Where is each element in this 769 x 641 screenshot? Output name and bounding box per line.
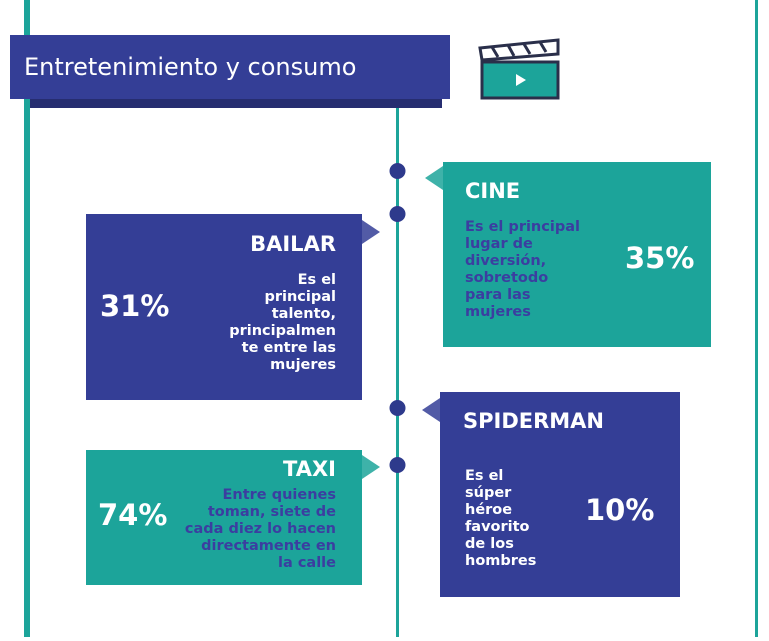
- card-description: cada diez lo hacen: [185, 521, 336, 537]
- card-description: mujeres: [270, 357, 336, 373]
- card-pointer: [362, 455, 380, 479]
- card-description: Es el: [465, 468, 503, 484]
- timeline-dot: [389, 163, 406, 179]
- card-description: favorito: [465, 519, 530, 535]
- card-description: súper: [465, 485, 512, 501]
- timeline-dot: [389, 206, 406, 222]
- card: [86, 214, 362, 400]
- card-percent: 10%: [585, 493, 654, 527]
- right-rule: [755, 0, 758, 637]
- card-description: héroe: [465, 502, 512, 518]
- card-description: Es el principal: [465, 219, 580, 235]
- card-description: lugar de: [465, 236, 533, 252]
- card-description: talento,: [272, 306, 336, 322]
- card-description: Es el: [298, 272, 336, 288]
- card-percent: 35%: [625, 241, 694, 275]
- card: [86, 450, 362, 585]
- card-description: para las: [465, 287, 531, 303]
- card-percent: 74%: [98, 498, 167, 532]
- card-pointer: [362, 220, 380, 244]
- timeline: [396, 95, 399, 637]
- card-title: SPIDERMAN: [463, 409, 604, 433]
- card-description: te entre las: [242, 340, 336, 356]
- card-percent: 31%: [100, 289, 169, 323]
- card-title: BAILAR: [250, 232, 336, 256]
- card-description: de los: [465, 536, 514, 552]
- card-description: principal: [264, 289, 336, 305]
- card-description: Entre quienes: [223, 487, 337, 503]
- card: [440, 392, 680, 597]
- card-description: hombres: [465, 553, 536, 569]
- card-title: TAXI: [283, 457, 336, 481]
- card-description: principalmen: [229, 323, 336, 339]
- card-description: toman, siete de: [208, 504, 336, 520]
- timeline-dot: [389, 400, 406, 416]
- card-description: directamente en: [201, 538, 336, 554]
- header-bar: [10, 35, 450, 99]
- card-description: mujeres: [465, 304, 531, 320]
- card-description: diversión,: [465, 253, 546, 269]
- card-description: la calle: [278, 555, 336, 571]
- card-description: sobretodo: [465, 270, 548, 286]
- card-pointer: [425, 166, 443, 190]
- header-title: Entretenimiento y consumo: [24, 53, 356, 81]
- clapperboard-icon: [478, 38, 560, 100]
- card: [443, 162, 711, 347]
- card-title: CINE: [465, 179, 520, 203]
- card-pointer: [422, 398, 440, 422]
- timeline-dot: [389, 457, 406, 473]
- left-rule: [24, 0, 30, 637]
